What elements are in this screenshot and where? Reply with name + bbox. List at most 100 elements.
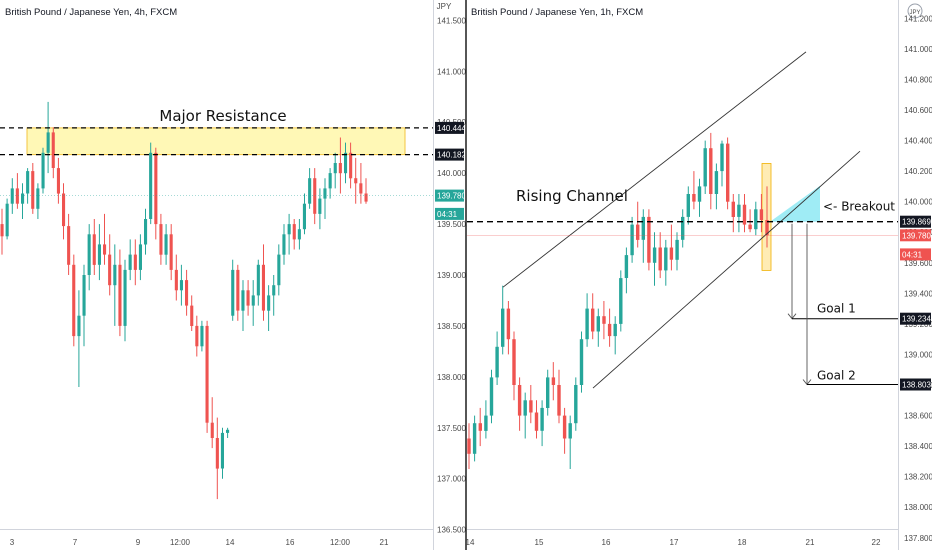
candle[interactable] — [220, 427, 224, 479]
candle[interactable] — [754, 201, 758, 236]
right-x-axis[interactable]: 14 15 16 17 18 21 22 — [466, 538, 881, 547]
candle[interactable] — [338, 137, 342, 194]
candle[interactable] — [62, 183, 66, 240]
candle[interactable] — [282, 224, 286, 265]
candle[interactable] — [574, 377, 578, 431]
candle[interactable] — [169, 224, 173, 281]
candle[interactable] — [472, 415, 477, 462]
candle[interactable] — [596, 308, 600, 347]
candle[interactable] — [185, 269, 189, 316]
candle[interactable] — [512, 331, 516, 401]
candle[interactable] — [619, 270, 623, 332]
candle[interactable] — [551, 362, 556, 401]
candle[interactable] — [144, 208, 148, 255]
candle[interactable] — [484, 400, 488, 439]
candle[interactable] — [190, 295, 194, 331]
candle[interactable] — [540, 400, 544, 447]
candle[interactable] — [546, 369, 550, 416]
candle[interactable] — [467, 423, 471, 469]
candle[interactable] — [128, 239, 132, 281]
candle[interactable] — [108, 234, 112, 296]
candle[interactable] — [159, 213, 163, 265]
candle[interactable] — [297, 219, 301, 250]
candle[interactable] — [261, 244, 265, 321]
candle[interactable] — [31, 163, 35, 214]
candle[interactable] — [174, 254, 178, 301]
candle[interactable] — [118, 249, 122, 337]
candle[interactable] — [501, 285, 505, 355]
candle[interactable] — [36, 183, 40, 219]
candle[interactable] — [591, 293, 595, 340]
candle[interactable] — [5, 198, 9, 240]
candle[interactable] — [10, 178, 14, 214]
candle[interactable] — [323, 178, 327, 219]
candle[interactable] — [113, 244, 117, 326]
candle[interactable] — [231, 259, 235, 321]
candle[interactable] — [669, 224, 674, 271]
candle[interactable] — [765, 186, 769, 248]
candle[interactable] — [523, 392, 527, 439]
right-drawings[interactable] — [467, 51, 898, 389]
candle[interactable] — [652, 232, 657, 286]
candle[interactable] — [97, 224, 101, 281]
candle[interactable] — [703, 140, 707, 194]
candle[interactable] — [579, 331, 584, 393]
candle[interactable] — [123, 259, 127, 342]
candle[interactable] — [697, 178, 702, 217]
candle[interactable] — [658, 232, 662, 279]
candle[interactable] — [759, 194, 764, 233]
candle[interactable] — [200, 320, 204, 352]
candle[interactable] — [534, 400, 539, 439]
candle[interactable] — [195, 315, 199, 357]
candle[interactable] — [246, 280, 250, 316]
candle[interactable] — [354, 157, 358, 204]
candle[interactable] — [82, 264, 86, 347]
candle[interactable] — [56, 157, 60, 204]
candle[interactable] — [647, 209, 651, 271]
candle[interactable] — [748, 209, 752, 233]
candle[interactable] — [602, 301, 606, 340]
candle[interactable] — [51, 127, 55, 179]
candle[interactable] — [630, 216, 634, 263]
candle[interactable] — [720, 140, 724, 187]
candle[interactable] — [0, 208, 4, 255]
candle[interactable] — [692, 171, 696, 210]
candle[interactable] — [328, 168, 332, 199]
candle[interactable] — [529, 385, 533, 424]
candle[interactable] — [313, 168, 317, 225]
candle[interactable] — [92, 219, 96, 275]
candle[interactable] — [15, 173, 19, 209]
candle[interactable] — [364, 178, 368, 204]
candle[interactable] — [613, 316, 617, 355]
candle[interactable] — [241, 280, 245, 331]
left-candles[interactable] — [0, 101, 368, 500]
candle[interactable] — [215, 417, 219, 500]
candle[interactable] — [205, 320, 209, 433]
candle[interactable] — [636, 201, 640, 248]
candle[interactable] — [624, 247, 629, 294]
candle[interactable] — [87, 224, 91, 291]
candle[interactable] — [277, 244, 281, 296]
candle[interactable] — [149, 142, 153, 225]
candle[interactable] — [557, 369, 561, 424]
candle[interactable] — [226, 427, 230, 438]
candle[interactable] — [287, 213, 291, 255]
candle[interactable] — [489, 369, 494, 424]
candle[interactable] — [349, 142, 353, 189]
candle[interactable] — [737, 194, 741, 233]
candle[interactable] — [302, 193, 306, 235]
candle[interactable] — [133, 239, 137, 286]
candle[interactable] — [267, 285, 271, 331]
candle[interactable] — [272, 275, 276, 316]
candle[interactable] — [41, 147, 45, 194]
candle[interactable] — [21, 183, 25, 219]
candle[interactable] — [236, 264, 240, 321]
candle[interactable] — [664, 239, 668, 286]
candle[interactable] — [318, 188, 322, 230]
candle[interactable] — [72, 254, 76, 347]
candle[interactable] — [641, 209, 645, 263]
right-y-axis[interactable]: 141.200 141.000 140.800 140.600 140.400 140.2… — [904, 14, 932, 543]
candle[interactable] — [495, 331, 499, 386]
candle[interactable] — [726, 137, 730, 210]
right-candles[interactable] — [467, 132, 769, 469]
